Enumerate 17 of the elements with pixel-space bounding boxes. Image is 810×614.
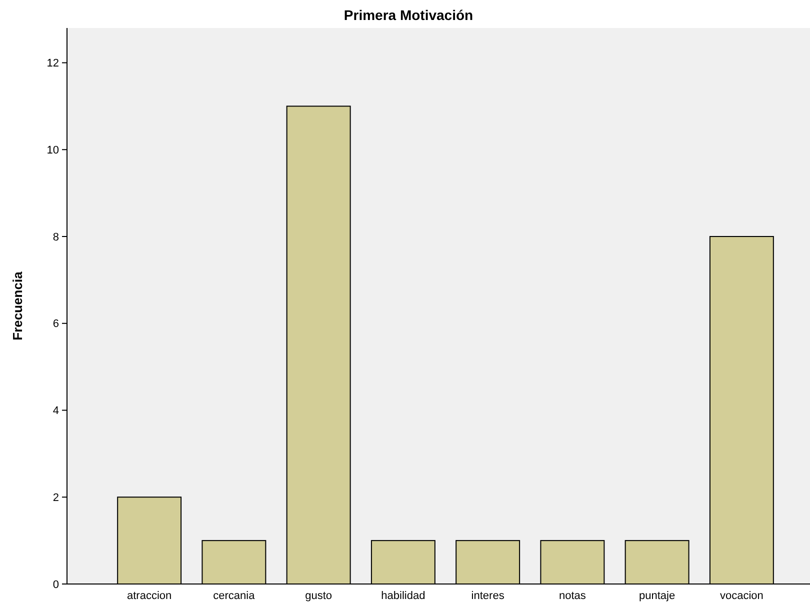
x-tick-label: interes [471,590,505,602]
x-tick-label: cercania [213,590,256,602]
x-tick-label: habilidad [381,590,426,602]
x-tick-label: atraccion [126,590,172,602]
y-tick-label: 2 [52,492,59,504]
x-tick-label: puntaje [639,590,676,602]
y-tick-label: 8 [52,231,59,244]
y-tick-label: 4 [52,405,59,418]
y-axis-title: Frecuencia [10,270,25,340]
chart-title: Primera Motivación [344,7,474,23]
y-tick-label: 12 [46,58,59,70]
y-tick-label: 0 [52,578,59,591]
x-tick-label: notas [558,590,586,602]
x-tick-label: gusto [305,590,332,602]
y-tick-label: 10 [46,144,59,156]
x-tick-label: vocacion [720,590,764,602]
y-tick-label: 6 [52,318,59,330]
